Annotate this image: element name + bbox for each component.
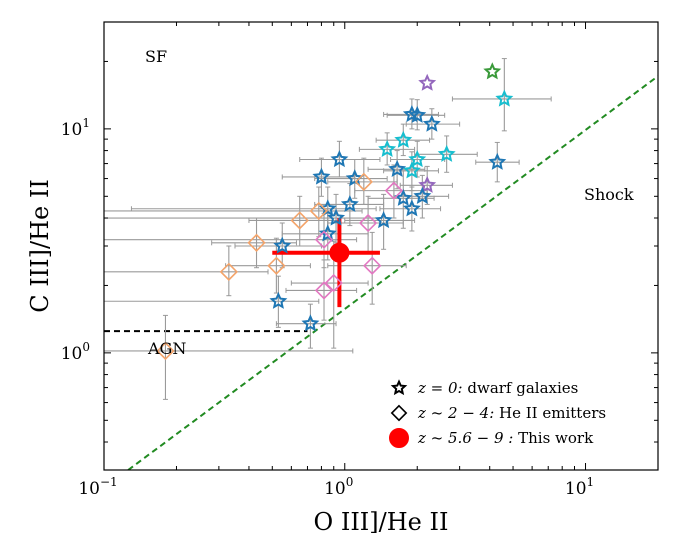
heii-emitter-diamond-point — [290, 211, 309, 230]
error-bars — [104, 58, 552, 400]
dwarf-galaxy-star-point — [374, 211, 393, 229]
x-axis-title: O III]/He II — [314, 508, 449, 536]
dwarf-galaxy-star-point — [312, 167, 331, 185]
dwarf-galaxy-star-point — [327, 208, 346, 226]
x-tick-label: 10−1 — [78, 475, 117, 499]
legend-label-star: z = 0: dwarf galaxies — [417, 379, 578, 397]
dwarf-galaxy-star-point — [388, 159, 407, 177]
this-work-circle-point — [329, 242, 350, 263]
legend-marker-star — [390, 379, 408, 396]
dwarf-galaxy-star-point — [378, 139, 397, 158]
dwarf-galaxy-star-point — [418, 175, 437, 193]
dwarf-galaxy-star-point — [422, 114, 441, 132]
legend-label-diamond: z ~ 2 − 4: He II emitters — [417, 404, 606, 422]
heii-emitter-diamond-point — [314, 230, 334, 249]
dwarf-galaxy-star-point — [402, 199, 421, 217]
region-label-sf: SF — [145, 47, 167, 66]
dwarf-galaxy-star-point — [483, 62, 502, 80]
x-tick-label: 101 — [565, 475, 594, 499]
legend: z = 0: dwarf galaxies z ~ 2 − 4: He II em… — [389, 379, 606, 448]
legend-marker-circle — [389, 428, 409, 448]
y-tick-label: 100 — [61, 340, 90, 364]
legend-marker-diamond — [390, 404, 408, 422]
x-tick-label: 100 — [324, 475, 353, 499]
heii-emitter-diamond-point — [363, 256, 382, 275]
dwarf-galaxy-star-point — [402, 161, 421, 179]
heii-emitter-diamond-point — [309, 201, 328, 221]
dwarf-galaxy-star-point — [418, 73, 437, 91]
dwarf-galaxy-star-point — [437, 144, 456, 162]
dwarf-galaxy-star-point — [318, 224, 337, 242]
heii-emitter-diamond-point — [358, 213, 378, 233]
region-label-agn: AGN — [147, 339, 186, 358]
heii-emitter-diamond-point — [219, 262, 238, 281]
shock-boundary-line — [127, 75, 658, 470]
dwarf-galaxy-star-point — [269, 291, 288, 309]
dwarf-galaxy-star-point — [402, 104, 421, 123]
dwarf-galaxy-star-point — [301, 314, 320, 332]
heii-emitter-diamond-point — [354, 172, 373, 191]
legend-label-circle: z ~ 5.6 − 9 : This work — [417, 429, 594, 447]
heii-emitter-diamond-point — [324, 273, 343, 293]
dwarf-galaxy-star-point — [273, 236, 292, 254]
plot-frame — [103, 21, 659, 471]
dwarf-galaxy-star-point — [413, 186, 432, 204]
dwarf-galaxy-star-point — [394, 188, 413, 206]
y-tick-label: 101 — [61, 116, 90, 140]
heii-emitter-diamond-point — [247, 233, 266, 252]
dwarf-galaxy-star-point — [408, 150, 427, 168]
heii-emitter-diamond-point — [384, 181, 404, 200]
dwarf-galaxy-star-point — [488, 152, 507, 170]
dwarf-galaxy-star-point — [340, 194, 359, 213]
reference-lines — [104, 75, 658, 470]
region-label-shock: Shock — [584, 185, 634, 204]
y-axis-title: C III]/He II — [26, 179, 54, 313]
data-points — [156, 62, 514, 361]
heii-emitter-diamond-point — [156, 341, 175, 361]
dwarf-galaxy-star-point — [394, 130, 413, 148]
dwarf-galaxy-star-point — [495, 89, 514, 107]
axis-ticks: 10−1 100 101 100 101 — [61, 21, 659, 499]
heii-emitter-diamond-point — [267, 256, 286, 275]
dwarf-galaxy-star-point — [330, 150, 349, 168]
dwarf-galaxy-star-point — [408, 105, 427, 123]
